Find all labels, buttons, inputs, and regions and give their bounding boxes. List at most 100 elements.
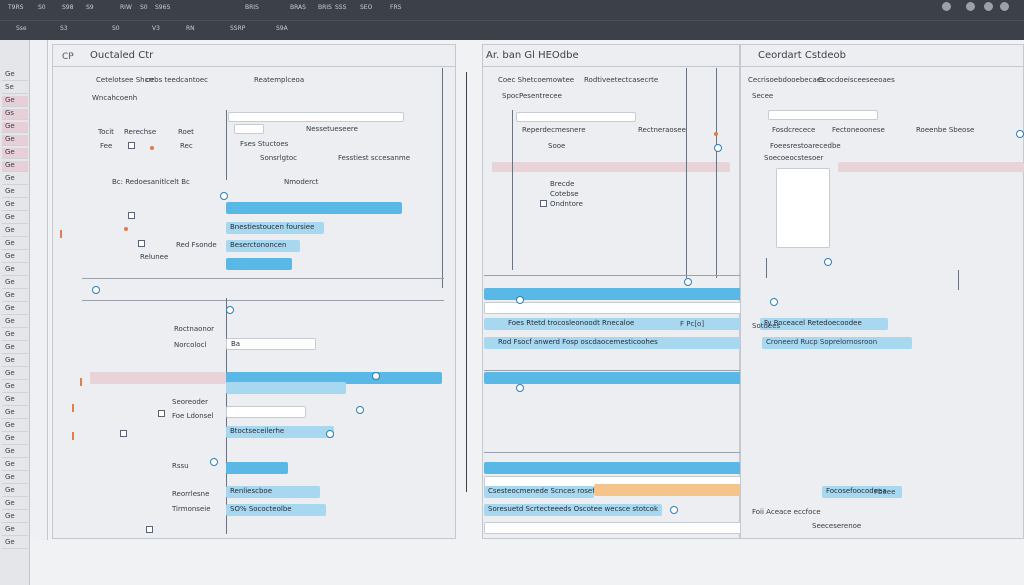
menu-item[interactable]: S9 [86,4,94,11]
toolbar-item[interactable]: S3 [60,25,68,32]
row-cell[interactable]: Ge [2,486,28,497]
row-cell[interactable]: Ge [2,148,28,159]
link-handle[interactable] [770,298,778,306]
row-cell[interactable]: Ge [2,434,28,445]
checkbox[interactable] [540,200,547,207]
mini-table[interactable] [776,168,830,248]
toolbar-item[interactable]: Sse [16,25,27,32]
link-handle[interactable] [210,458,218,466]
row-cell[interactable]: Ge [2,356,28,367]
checkbox[interactable] [128,142,135,149]
task-bar[interactable]: Btoctseceilerhe [226,426,334,438]
menu-item[interactable]: FRS [390,4,402,11]
toolbar-item[interactable]: SSRP [230,25,246,32]
row-cell[interactable]: Ge [2,499,28,510]
row-cell[interactable]: Ge [2,525,28,536]
task-bar[interactable] [226,258,292,270]
link-handle[interactable] [326,430,334,438]
row-cell[interactable]: Ge [2,265,28,276]
row-cell[interactable]: Ge [2,343,28,354]
task-bar[interactable] [226,406,306,418]
menu-item[interactable]: S0 [140,4,148,11]
input-field[interactable] [516,112,636,122]
task-bar[interactable]: Bnestiestoucen foursiee [226,222,324,234]
menu-item[interactable]: S0 [38,4,46,11]
task-bar[interactable]: Croneerd Rucp Soprelornosroon [762,337,912,349]
row-cell[interactable]: Ge [2,408,28,419]
toolbar-item[interactable]: RN [186,25,195,32]
checkbox[interactable] [120,430,127,437]
menu-item[interactable]: SSS [335,4,347,11]
task-bar[interactable]: Renliescboe [226,486,320,498]
task-bar[interactable]: Soresuetd Scrtecteeeds Oscotee wecsce st… [484,504,662,516]
maximize-icon[interactable] [984,2,993,11]
link-handle[interactable] [92,286,100,294]
menu-item[interactable]: T9RS [8,4,24,11]
row-cell[interactable]: Ge [2,122,28,133]
row-cell[interactable]: Ge [2,291,28,302]
link-handle[interactable] [220,192,228,200]
checkbox[interactable] [138,240,145,247]
task-bar[interactable]: Csesteocmenede Scnces rosefecotsebe [484,486,627,498]
splitter[interactable] [466,72,467,492]
list-item[interactable]: Cotebse [550,190,579,198]
link-handle[interactable] [684,278,692,286]
link-handle[interactable] [1016,130,1024,138]
menu-item[interactable]: RIW [120,4,132,11]
row-cell[interactable]: Ge [2,174,28,185]
row-cell[interactable]: Se [2,83,28,94]
progress-bar[interactable] [226,202,402,214]
menu-item[interactable]: SEO [360,4,373,11]
input-field[interactable] [768,110,878,120]
menu-item[interactable]: BRIS [318,4,332,11]
row-cell[interactable]: Ge [2,239,28,250]
input-field[interactable] [234,124,264,134]
link-handle[interactable] [670,506,678,514]
row-cell[interactable]: Ge [2,187,28,198]
task-bar[interactable]: Ba [226,338,316,350]
row-cell[interactable]: Ge [2,395,28,406]
link-handle[interactable] [824,258,832,266]
task-bar[interactable]: SO% Sococteolbe [226,504,326,516]
row-cell[interactable]: Ge [2,70,28,81]
row-cell[interactable]: Gs [2,109,28,120]
task-bar[interactable]: Fy Roceacel Retedoecoodee [760,318,888,330]
list-item[interactable]: Ondntore [550,200,583,208]
menu-item[interactable]: BRAS [290,4,306,11]
row-cell[interactable]: Ge [2,538,28,549]
menu-item[interactable]: BRIS [245,4,259,11]
menu-item[interactable]: S96S [155,4,171,11]
close-icon[interactable] [1000,2,1009,11]
row-cell[interactable]: Ge [2,512,28,523]
row-cell[interactable]: Ge [2,460,28,471]
input-field[interactable] [228,112,404,122]
link-handle[interactable] [714,144,722,152]
toolbar-item[interactable]: V3 [152,25,160,32]
row-cell[interactable]: Ge [2,226,28,237]
task-bar[interactable]: Beserctononcen [226,240,300,252]
section-bar[interactable] [226,372,442,384]
row-cell[interactable]: Ge [2,317,28,328]
link-handle[interactable] [226,306,234,314]
toolbar-item[interactable]: S9A [276,25,288,32]
row-cell[interactable]: Ge [2,135,28,146]
minimize-icon[interactable] [966,2,975,11]
toolbar-item[interactable]: S0 [112,25,120,32]
link-handle[interactable] [356,406,364,414]
row-cell[interactable]: Ge [2,421,28,432]
checkbox[interactable] [146,526,153,533]
row-cell[interactable]: Ge [2,213,28,224]
checkbox[interactable] [128,212,135,219]
settings-icon[interactable] [942,2,951,11]
menu-item[interactable]: S98 [62,4,74,11]
task-bar[interactable] [226,462,288,474]
link-handle[interactable] [372,372,380,380]
row-cell[interactable]: Ge [2,278,28,289]
row-cell[interactable]: Ge [2,369,28,380]
row-cell[interactable]: Ge [2,252,28,263]
row-cell[interactable]: Ge [2,447,28,458]
link-handle[interactable] [516,384,524,392]
list-item[interactable]: Brecde [550,180,575,188]
row-cell[interactable]: Ge [2,161,28,172]
row-cell[interactable]: Ge [2,304,28,315]
